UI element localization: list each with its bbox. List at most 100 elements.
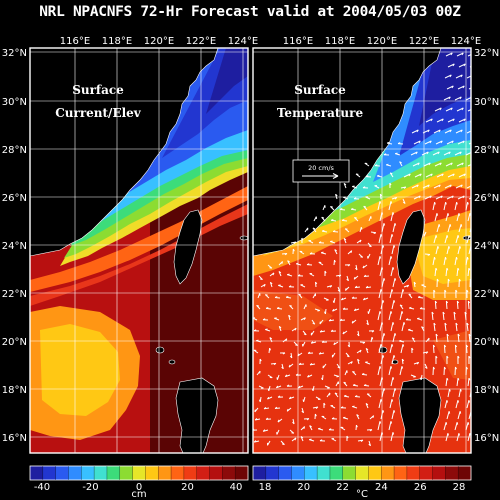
vector-head [379,256,382,259]
current-vector [442,311,445,321]
vector-head [289,355,293,359]
colorbar-swatch [368,466,382,480]
current-vector [390,212,394,222]
current-vector [457,195,465,200]
vector-head [436,278,439,282]
vector-head [340,297,344,301]
vector-head [355,424,358,428]
current-vector [443,96,451,101]
current-vector [458,118,466,123]
vector-head [473,163,474,165]
vector-head [363,384,367,386]
colorbar-tick: 20 [181,482,194,493]
vector-head [379,311,382,314]
vector-head [390,256,393,259]
current-vector [377,366,381,376]
vector-head [449,184,452,188]
vector-head [321,251,324,254]
vector-head [446,400,449,403]
vector-head [366,322,369,326]
vector-head [362,186,366,189]
colorbar-tick: -40 [34,482,50,493]
current-vector [458,173,466,178]
current-vector [400,289,404,299]
vector-head [456,300,460,304]
colorbar-tick: 26 [414,482,427,493]
vector-head [444,289,447,293]
vector-head [446,333,449,337]
current-vector [466,130,471,134]
colorbar-swatch [222,466,236,480]
colorbar-swatch [329,466,344,480]
vector-head [433,256,436,260]
vector-head [462,140,465,144]
vector-head [330,218,334,221]
current-vector [456,162,464,167]
vector-head [441,118,444,122]
vector-head [438,184,441,188]
vector-head [467,300,471,304]
current-vector [414,173,422,178]
vector-head [337,289,341,292]
vector-head [418,140,421,144]
vector-head [433,289,436,293]
vector-head [253,329,257,332]
vector-head [394,333,397,336]
colorbar-swatch [81,466,95,480]
vector-head [383,223,386,226]
vector-head [298,385,301,389]
current-vector [468,87,471,90]
current-vector [401,322,405,332]
vector-head [339,318,343,321]
vector-head [363,274,367,277]
current-vector [456,213,460,222]
current-vector [445,213,449,222]
colorbar-tick: 20 [297,482,310,493]
vector-head [448,151,451,155]
longitude-label: 118°E [102,36,132,47]
colorbar-tick: 0 [136,482,142,493]
vector-head [339,208,343,210]
vector-head [427,184,430,188]
vector-head [416,129,419,133]
vector-head [435,333,438,337]
longitude-labels: 116°E 118°E 120°E 122°E 124°E 116°E 118°E 120°E… [60,36,481,47]
current-vector [466,75,471,79]
current-vector [446,411,450,420]
current-vector [432,257,435,266]
vector-head [401,358,405,362]
vector-head [475,174,476,176]
vector-head [306,418,310,421]
vector-head [457,400,460,403]
vector-head [342,307,346,310]
vector-head [307,374,310,378]
vector-head [341,219,345,221]
vector-head [282,443,285,446]
current-vector [423,162,431,167]
latitude-label: 28°N [2,145,27,156]
vector-head [350,250,353,254]
current-vector [454,344,457,354]
vector-head [258,399,261,403]
vector-head [282,352,286,355]
vector-head [459,151,462,155]
vector-head [416,184,419,188]
colorbar-tick: 18 [259,482,272,493]
vector-head [371,336,374,340]
vector-head [295,344,298,346]
vector-head [450,162,453,166]
latitude-label: 26°N [474,193,499,204]
vector-head [460,74,463,78]
vector-head [406,284,410,288]
current-vector [390,377,394,387]
vector-head [432,344,436,348]
current-vector [457,246,461,255]
vector-head [353,276,356,280]
current-vector [399,366,403,376]
vector-head [457,355,460,359]
left-panel-label-line1: Surface [72,83,124,97]
vector-head [318,427,321,430]
vector-head [457,267,460,271]
vector-head [354,217,357,219]
vector-head [390,201,393,204]
